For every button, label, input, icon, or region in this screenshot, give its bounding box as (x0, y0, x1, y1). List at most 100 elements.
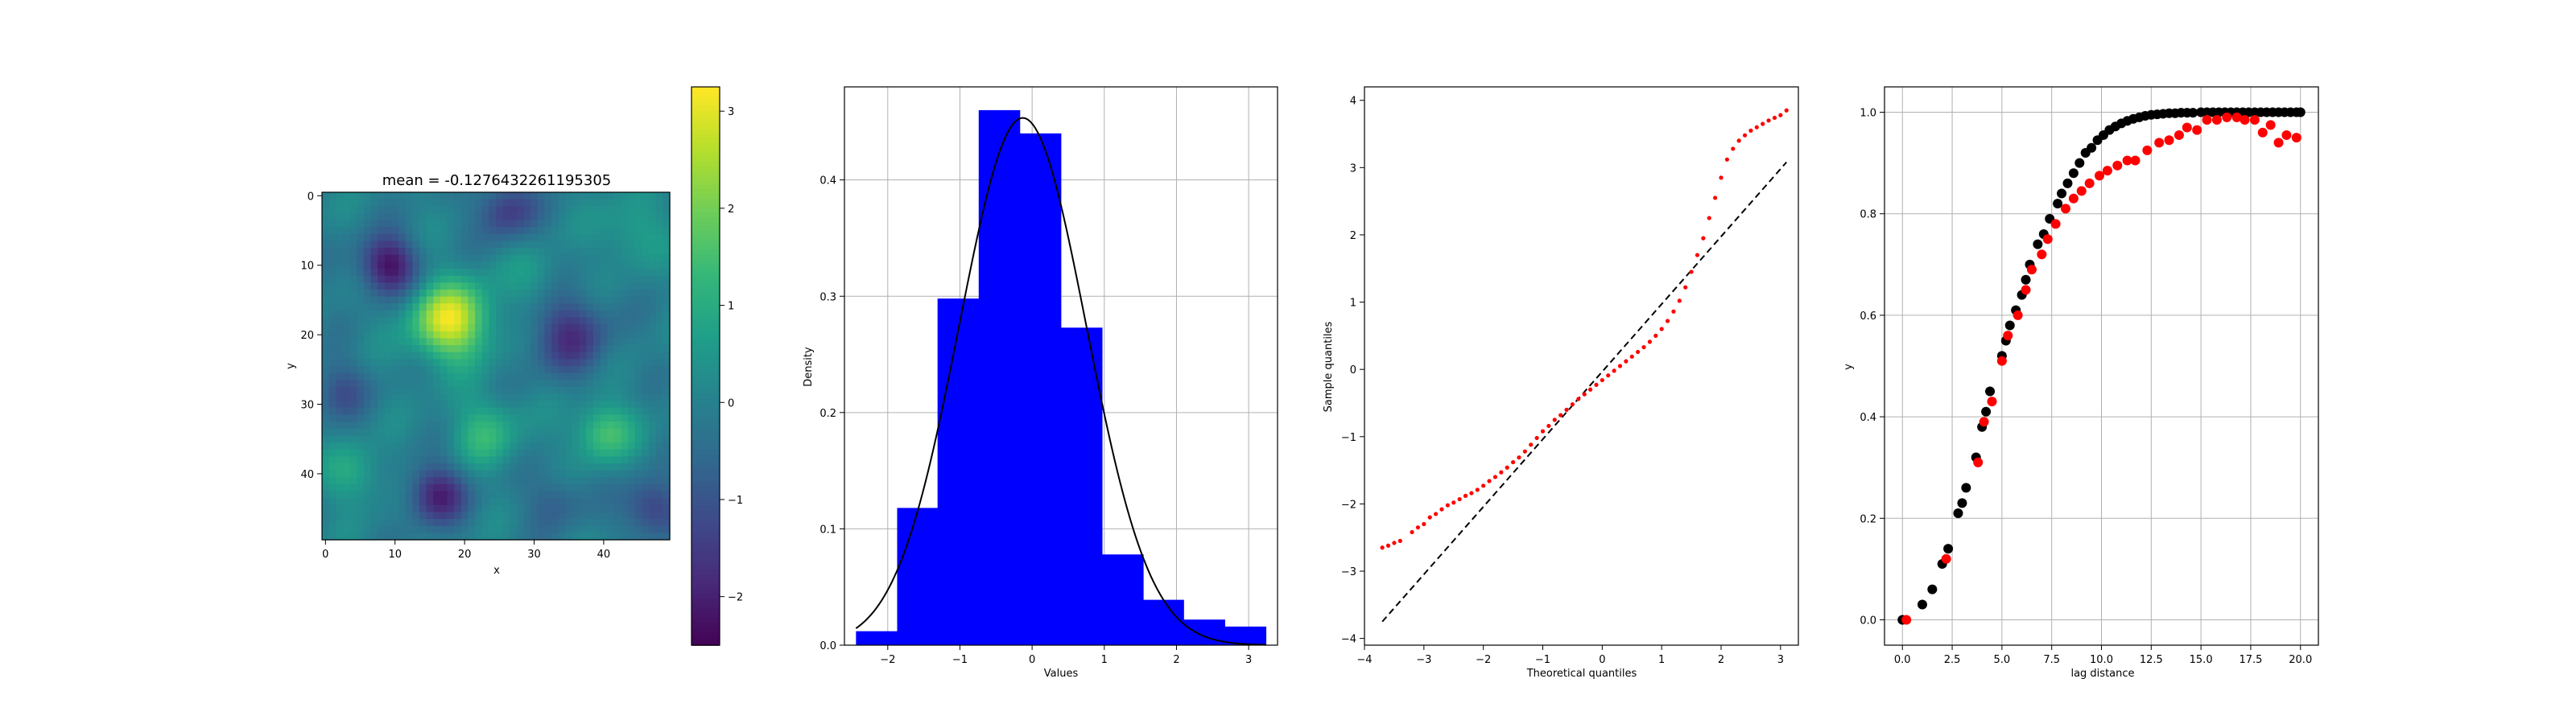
heatmap-cell (440, 289, 448, 298)
heatmap-cell (342, 303, 351, 311)
heatmap-cell (468, 269, 476, 277)
heatmap-cell (655, 393, 663, 401)
heatmap-cell (460, 504, 469, 513)
heatmap-cell (349, 512, 357, 520)
heatmap-cell (398, 435, 407, 443)
heatmap-cell (426, 199, 434, 207)
heatmap-cell (621, 366, 629, 374)
heatmap-cell (468, 199, 476, 207)
model-point (2021, 274, 2031, 285)
heatmap-cell (475, 498, 483, 506)
heatmap-cell (398, 498, 407, 506)
heatmap-cell (481, 401, 489, 409)
heatmap-cell (572, 212, 580, 221)
heatmap-cell (475, 386, 483, 395)
heatmap-cell (600, 233, 608, 242)
heatmap-cell (426, 345, 434, 353)
y-tick-label: 0 (308, 191, 314, 203)
heatmap-cell (621, 282, 629, 290)
heatmap-cell (342, 498, 351, 506)
heatmap-cell (391, 345, 399, 353)
heatmap-cell (655, 248, 663, 256)
heatmap-cell (565, 401, 573, 409)
heatmap-cell (544, 470, 552, 478)
heatmap-cell (412, 331, 420, 339)
heatmap-cell (530, 366, 539, 374)
empirical-point (2095, 171, 2105, 181)
heatmap-cell (510, 525, 518, 533)
heatmap-cell (426, 504, 434, 513)
colorbar-segment (691, 552, 720, 557)
heatmap-cell (592, 477, 601, 485)
heatmap-cell (634, 199, 643, 207)
heatmap-cell (600, 331, 608, 339)
heatmap-cell (496, 463, 504, 471)
heatmap-cell (502, 519, 510, 527)
heatmap-cell (544, 491, 552, 499)
heatmap-cell (537, 525, 546, 533)
heatmap-cell (551, 504, 559, 513)
heatmap-cell (433, 491, 441, 499)
heatmap-cell (454, 296, 462, 304)
heatmap-cell (530, 504, 539, 513)
heatmap-cell (510, 401, 518, 409)
heatmap-cell (592, 296, 601, 304)
heatmap-cell (544, 310, 552, 319)
heatmap-cell (516, 428, 525, 436)
heatmap-cell (579, 470, 587, 478)
heatmap-cell (342, 477, 351, 485)
heatmap-cell (475, 414, 483, 422)
heatmap-cell (391, 380, 399, 388)
heatmap-cell (412, 282, 420, 290)
colorbar-segment (691, 101, 720, 106)
heatmap-cell (579, 248, 587, 256)
heatmap-cell (481, 386, 489, 395)
heatmap-cell (496, 303, 504, 311)
heatmap-cell (516, 372, 525, 381)
heatmap-cell (544, 241, 552, 249)
heatmap-cell (613, 296, 622, 304)
empirical-point (2021, 285, 2031, 295)
heatmap-cell (419, 324, 427, 332)
heatmap-cell (510, 483, 518, 492)
heatmap-cell (642, 525, 650, 533)
heatmap-cell (489, 414, 497, 422)
x-tick-label: 20.0 (2289, 654, 2312, 666)
heatmap-cell (447, 289, 455, 298)
heatmap-cell (655, 372, 663, 381)
heatmap-cell (433, 331, 441, 339)
heatmap-cell (649, 422, 657, 430)
heatmap-cell (496, 435, 504, 443)
heatmap-cell (663, 296, 671, 304)
heatmap-cell (586, 261, 594, 269)
heatmap-cell (558, 380, 566, 388)
heatmap-cell (349, 310, 357, 319)
heatmap-cell (433, 317, 441, 325)
heatmap-cell (433, 407, 441, 416)
heatmap-cell (433, 206, 441, 214)
heatmap-cell (328, 463, 336, 471)
heatmap-cell (405, 428, 413, 436)
heatmap-cell (523, 303, 531, 311)
colorbar-segment (691, 529, 720, 534)
heatmap-cell (663, 463, 671, 471)
qq-point (1451, 500, 1456, 505)
heatmap-cell (419, 275, 427, 283)
heatmap-cell (642, 422, 650, 430)
heatmap-cell (565, 519, 573, 527)
heatmap-cell (586, 324, 594, 332)
heatmap-cell (412, 386, 420, 395)
colorbar-segment (691, 603, 720, 609)
heatmap-cell (537, 248, 546, 256)
heatmap-cell (370, 289, 378, 298)
axes-frame (1364, 86, 1799, 646)
heatmap-cell (565, 366, 573, 374)
heatmap-cell (489, 463, 497, 471)
heatmap-cell (600, 533, 608, 541)
heatmap-cell (405, 199, 413, 207)
heatmap-cell (405, 533, 413, 541)
heatmap-cell (621, 422, 629, 430)
heatmap-cell (551, 359, 559, 367)
heatmap-cell (565, 233, 573, 242)
heatmap-cell (621, 206, 629, 214)
